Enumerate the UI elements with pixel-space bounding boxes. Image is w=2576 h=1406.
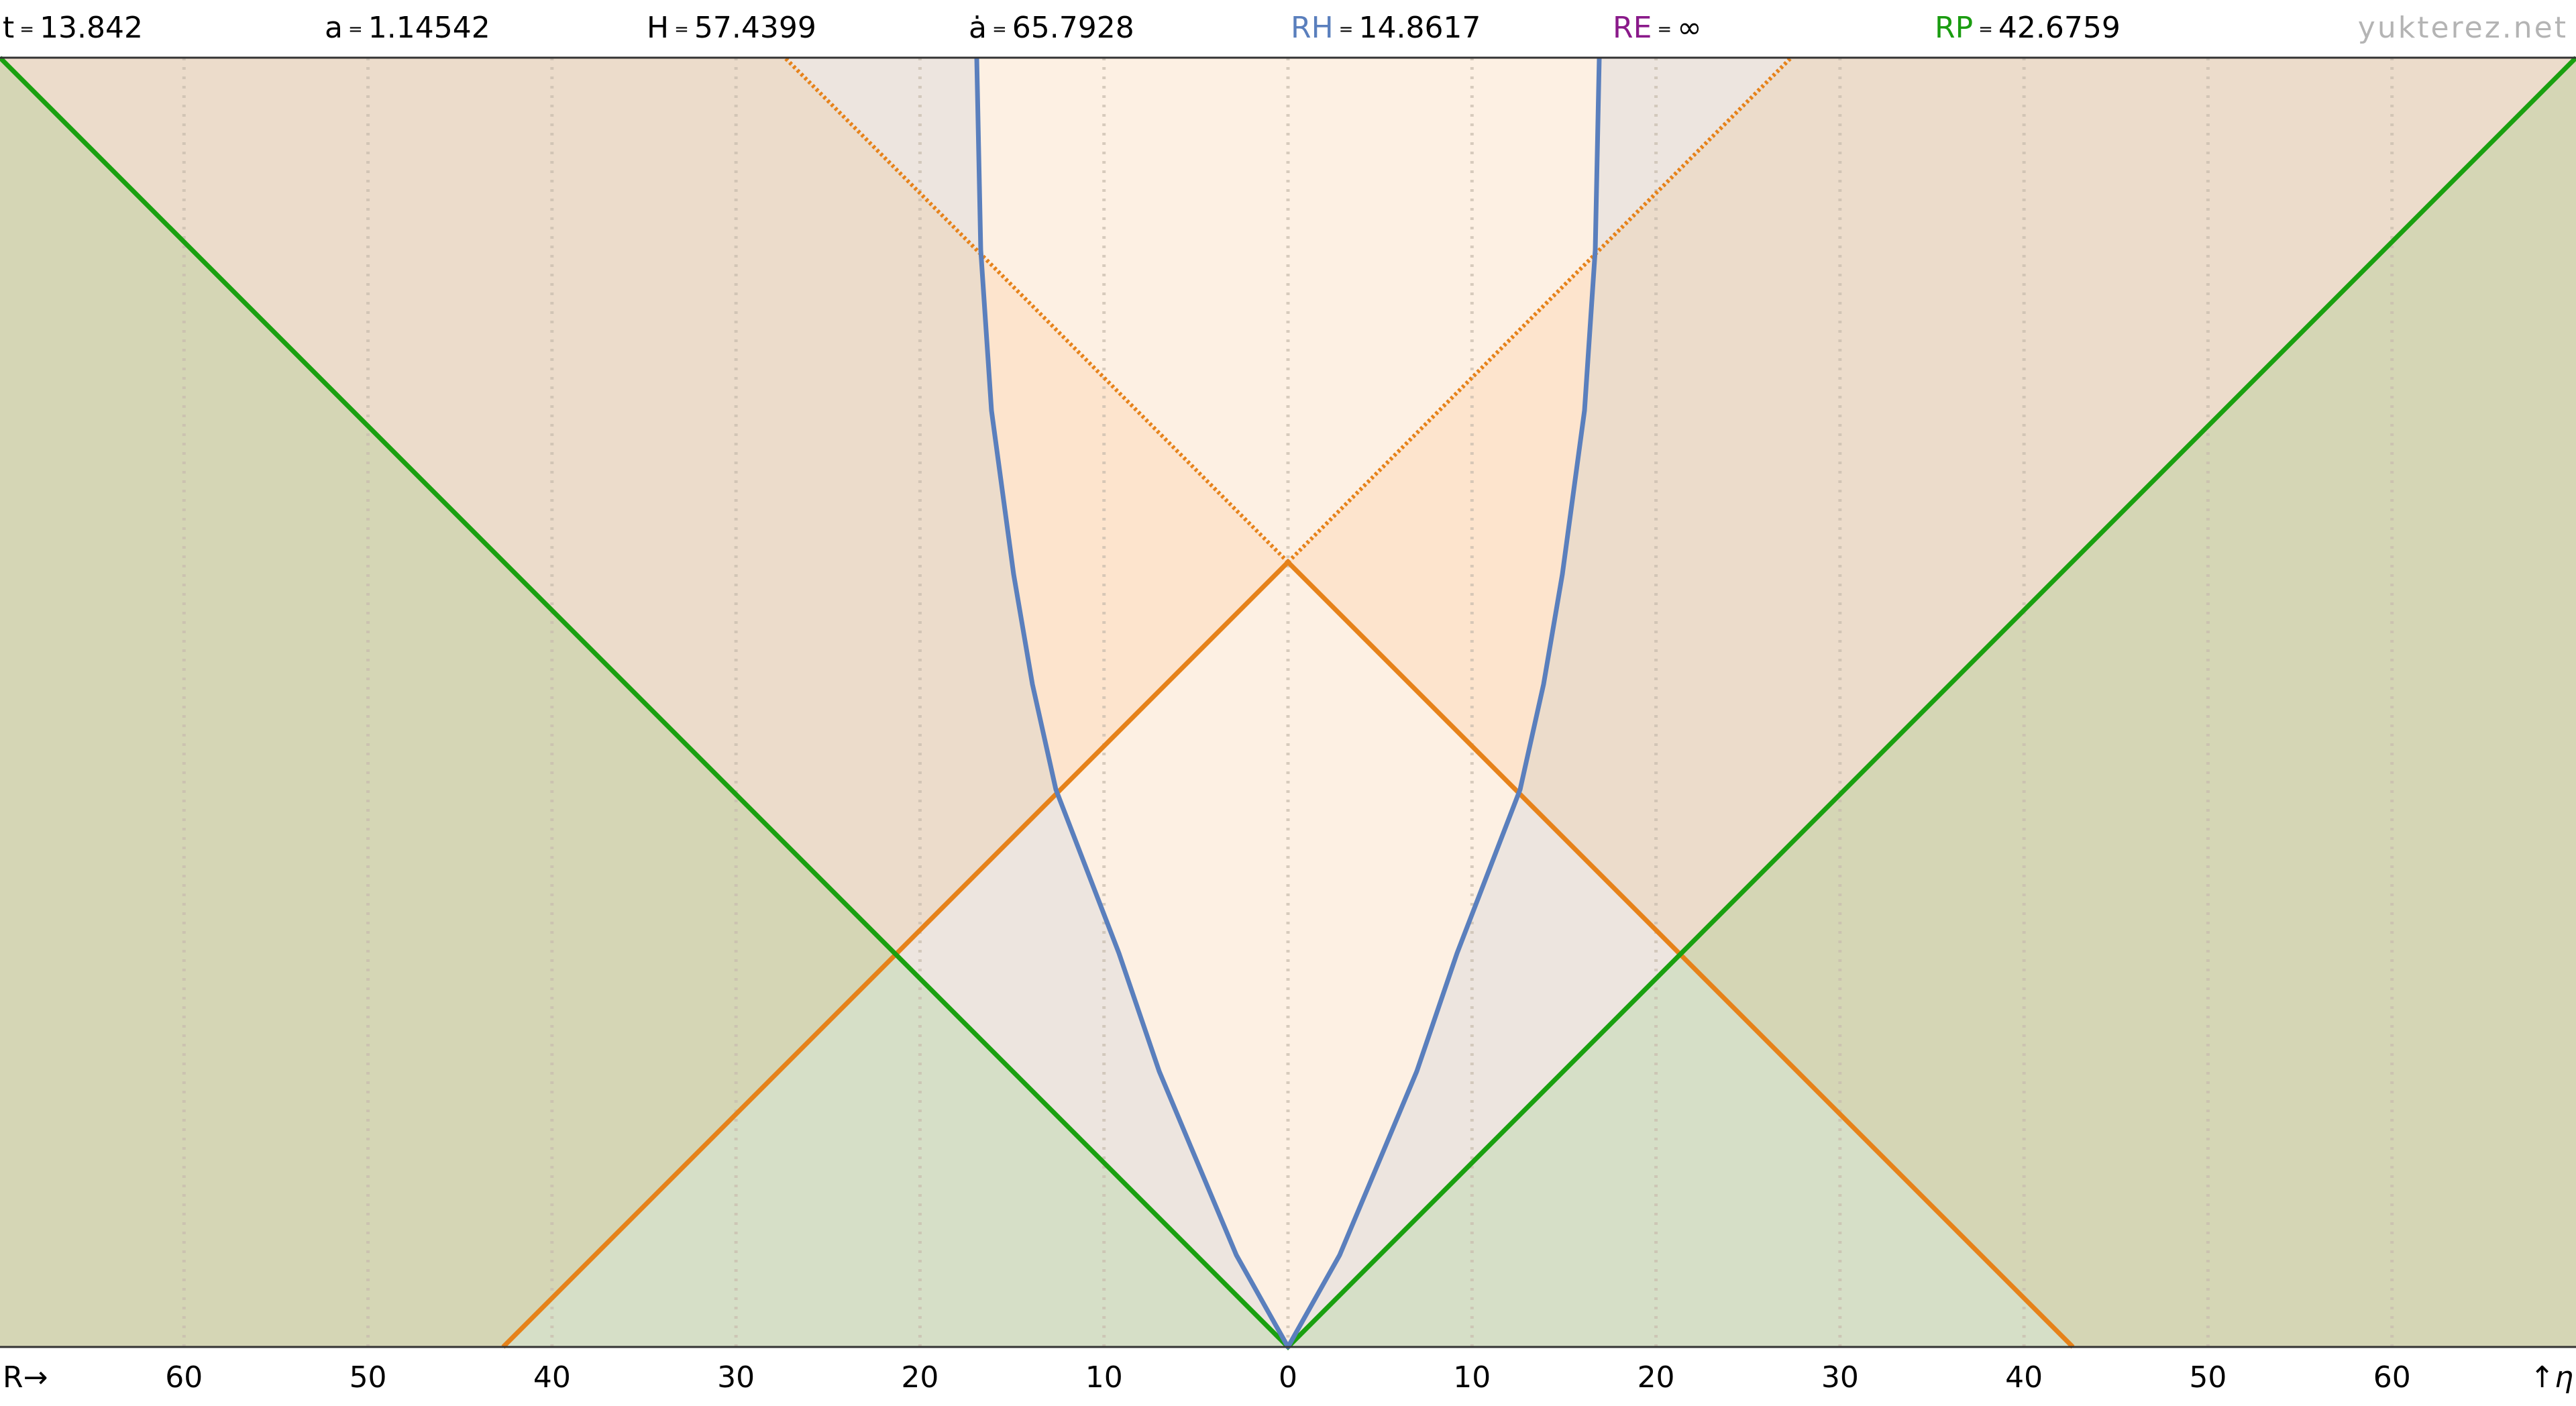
- readout-value: 14.8617: [1358, 11, 1481, 45]
- readout: RP = 42.6759: [1935, 9, 2121, 48]
- header: yukterez.net t = 13.842 a = 1.14542 H = 57.4399 ȧ…: [0, 0, 2576, 58]
- x-tick-label: 10: [1085, 1360, 1123, 1395]
- readout-label: RE: [1613, 11, 1652, 45]
- readout-value: 57.4399: [694, 11, 816, 45]
- past-light-cone: [501, 559, 2075, 1349]
- future-light-cone: [783, 56, 1290, 564]
- readout-equals: =: [1657, 19, 1672, 40]
- x-tick-label: 40: [533, 1360, 571, 1395]
- readout-label: RP: [1935, 11, 1974, 45]
- x-tick-label: 60: [2373, 1360, 2411, 1395]
- readout-value: 65.7928: [1012, 11, 1134, 45]
- readout: ȧ = 65.7928: [969, 9, 1134, 48]
- readout: RE = ∞: [1613, 9, 1702, 48]
- readout-equals: =: [347, 19, 363, 40]
- readout-equals: =: [1978, 19, 1993, 40]
- readout: a = 1.14542: [325, 9, 490, 48]
- x-axis-label: R→: [3, 1360, 48, 1395]
- x-tick-label: 20: [901, 1360, 938, 1395]
- readout-label: RH: [1291, 11, 1334, 45]
- readout-equals: =: [19, 19, 35, 40]
- x-tick-label: 40: [2005, 1360, 2043, 1395]
- x-tick-label: 30: [717, 1360, 755, 1395]
- readout-label: a: [325, 11, 343, 45]
- x-tick-label: 30: [1821, 1360, 1859, 1395]
- hubble-top-region: [977, 58, 1599, 562]
- x-tick-label: 50: [350, 1360, 387, 1395]
- site-name: yukterez.net: [2357, 11, 2568, 45]
- readout-equals: =: [1338, 19, 1354, 40]
- x-tick-label: 0: [1279, 1360, 1297, 1395]
- readout-equals: =: [991, 19, 1007, 40]
- future-light-cone: [1286, 56, 1793, 564]
- x-tick-label: 10: [1453, 1360, 1491, 1395]
- readout-label: ȧ: [969, 11, 987, 45]
- readout-label: H: [647, 11, 669, 45]
- readout-value: 1.14542: [368, 11, 490, 45]
- hubble-bottom-region: [977, 562, 1599, 1347]
- x-tick-label: 60: [165, 1360, 203, 1395]
- y-axis-label: ↑η: [2530, 1360, 2573, 1395]
- x-tick-label: 50: [2189, 1360, 2226, 1395]
- readout-value: 42.6759: [1998, 11, 2121, 45]
- readout: RH = 14.8617: [1291, 9, 1481, 48]
- readout-value: 13.842: [40, 11, 144, 45]
- readout-label: t: [3, 11, 15, 45]
- readout: H = 57.4399: [647, 9, 816, 48]
- x-tick-label: 20: [1638, 1360, 1675, 1395]
- readout: t = 13.842: [3, 9, 143, 48]
- readout-value: ∞: [1677, 11, 1702, 45]
- readout-equals: =: [674, 19, 689, 40]
- regions: [0, 58, 2576, 1347]
